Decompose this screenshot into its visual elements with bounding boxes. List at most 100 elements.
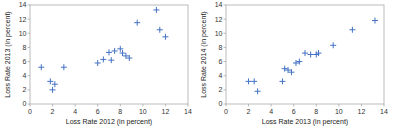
point <box>251 78 257 84</box>
point <box>50 87 56 93</box>
x-axis-label: Loss Rate 2012 (in percent) <box>66 118 152 126</box>
x-tick-label: 4 <box>73 108 77 115</box>
y-tick-label: 4 <box>23 72 27 79</box>
y-tick <box>224 5 227 6</box>
x-tick <box>338 104 339 107</box>
y-tick-label: 12 <box>215 16 223 23</box>
y-tick-label: 2 <box>23 86 27 93</box>
y-tick <box>28 89 31 90</box>
plot-frame <box>226 5 384 104</box>
y-tick-label: 4 <box>219 72 223 79</box>
point <box>120 50 126 56</box>
point <box>100 56 106 62</box>
y-tick <box>224 61 227 62</box>
y-axis-label: Loss Rate 2013 (in percent) <box>4 11 12 97</box>
x-tick-label: 14 <box>380 108 388 115</box>
x-tick-label: 10 <box>335 108 343 115</box>
x-tick-label: 8 <box>314 108 318 115</box>
y-axis-label: Loss Rate 2014 (in percent) <box>200 11 208 97</box>
x-tick-label: 0 <box>28 108 32 115</box>
point <box>106 49 112 55</box>
y-tick-label: 10 <box>215 30 223 37</box>
point <box>108 57 114 63</box>
y-tick <box>224 104 227 105</box>
y-tick-label: 8 <box>23 44 27 51</box>
point <box>153 7 159 13</box>
x-tick-label: 12 <box>358 108 366 115</box>
point <box>255 88 261 94</box>
point <box>279 78 285 84</box>
y-tick-label: 14 <box>215 1 223 8</box>
y-tick-label: 0 <box>219 100 223 107</box>
point <box>38 64 44 70</box>
y-tick-label: 6 <box>219 58 223 65</box>
point <box>52 81 58 87</box>
y-tick <box>28 33 31 34</box>
y-tick-label: 2 <box>219 86 223 93</box>
point <box>302 50 308 56</box>
y-tick-label: 12 <box>19 16 27 23</box>
chart-container: 0 2 4 6 8 10 12 14 0 2 4 6 8 10 12 14 Loss Rate 2012 (in… <box>0 0 394 128</box>
point <box>330 42 336 48</box>
y-tick-label: 8 <box>219 44 223 51</box>
x-tick-label: 6 <box>96 108 100 115</box>
point <box>162 34 168 40</box>
x-tick <box>248 104 249 107</box>
point <box>282 66 288 72</box>
point <box>126 55 132 61</box>
y-tick-label: 10 <box>19 30 27 37</box>
y-tick <box>28 47 31 48</box>
subplot: 0 2 4 6 8 10 12 14 0 2 4 6 8 10 12 14 Loss Rate 2012 (in… <box>4 1 192 126</box>
point <box>296 59 302 65</box>
y-tick <box>224 19 227 20</box>
x-axis-label: Loss Rate 2013 (in percent) <box>262 118 348 126</box>
y-tick <box>224 33 227 34</box>
y-tick <box>28 61 31 62</box>
x-tick-label: 0 <box>224 108 228 115</box>
y-tick <box>28 19 31 20</box>
points <box>38 7 168 93</box>
x-tick-label: 14 <box>184 108 192 115</box>
point <box>95 60 101 66</box>
x-tick <box>293 104 294 107</box>
plot-frame <box>30 5 188 104</box>
points <box>246 18 378 95</box>
y-tick-label: 0 <box>23 100 27 107</box>
point <box>61 64 67 70</box>
subplot: 0 2 4 6 8 10 12 14 0 2 4 6 8 10 12 14 Loss Rate 2013 (in… <box>200 1 388 126</box>
point <box>308 52 314 58</box>
x-tick-label: 10 <box>139 108 147 115</box>
x-tick <box>97 104 98 107</box>
x-tick <box>271 104 272 107</box>
point <box>288 69 294 75</box>
point <box>47 78 53 84</box>
x-tick-label: 2 <box>51 108 55 115</box>
point <box>134 20 140 26</box>
x-tick <box>165 104 166 107</box>
point <box>293 60 299 66</box>
x-tick <box>142 104 143 107</box>
point <box>112 48 118 54</box>
point <box>372 18 378 24</box>
x-tick-label: 6 <box>292 108 296 115</box>
y-tick <box>28 75 31 76</box>
x-tick <box>361 104 362 107</box>
x-tick <box>316 104 317 107</box>
x-tick <box>188 104 189 107</box>
y-tick-label: 14 <box>19 1 27 8</box>
y-tick-label: 6 <box>23 58 27 65</box>
x-tick-label: 4 <box>269 108 273 115</box>
point <box>349 27 355 33</box>
x-tick-label: 2 <box>247 108 251 115</box>
x-tick-label: 8 <box>118 108 122 115</box>
y-tick <box>224 47 227 48</box>
x-tick-label: 12 <box>162 108 170 115</box>
y-tick <box>224 75 227 76</box>
figure: 0 2 4 6 8 10 12 14 0 2 4 6 8 10 12 14 Loss Rate 2012 (in… <box>0 0 394 128</box>
x-tick <box>120 104 121 107</box>
y-tick <box>28 5 31 6</box>
y-tick <box>224 89 227 90</box>
point <box>316 50 322 56</box>
x-tick <box>75 104 76 107</box>
x-tick <box>384 104 385 107</box>
